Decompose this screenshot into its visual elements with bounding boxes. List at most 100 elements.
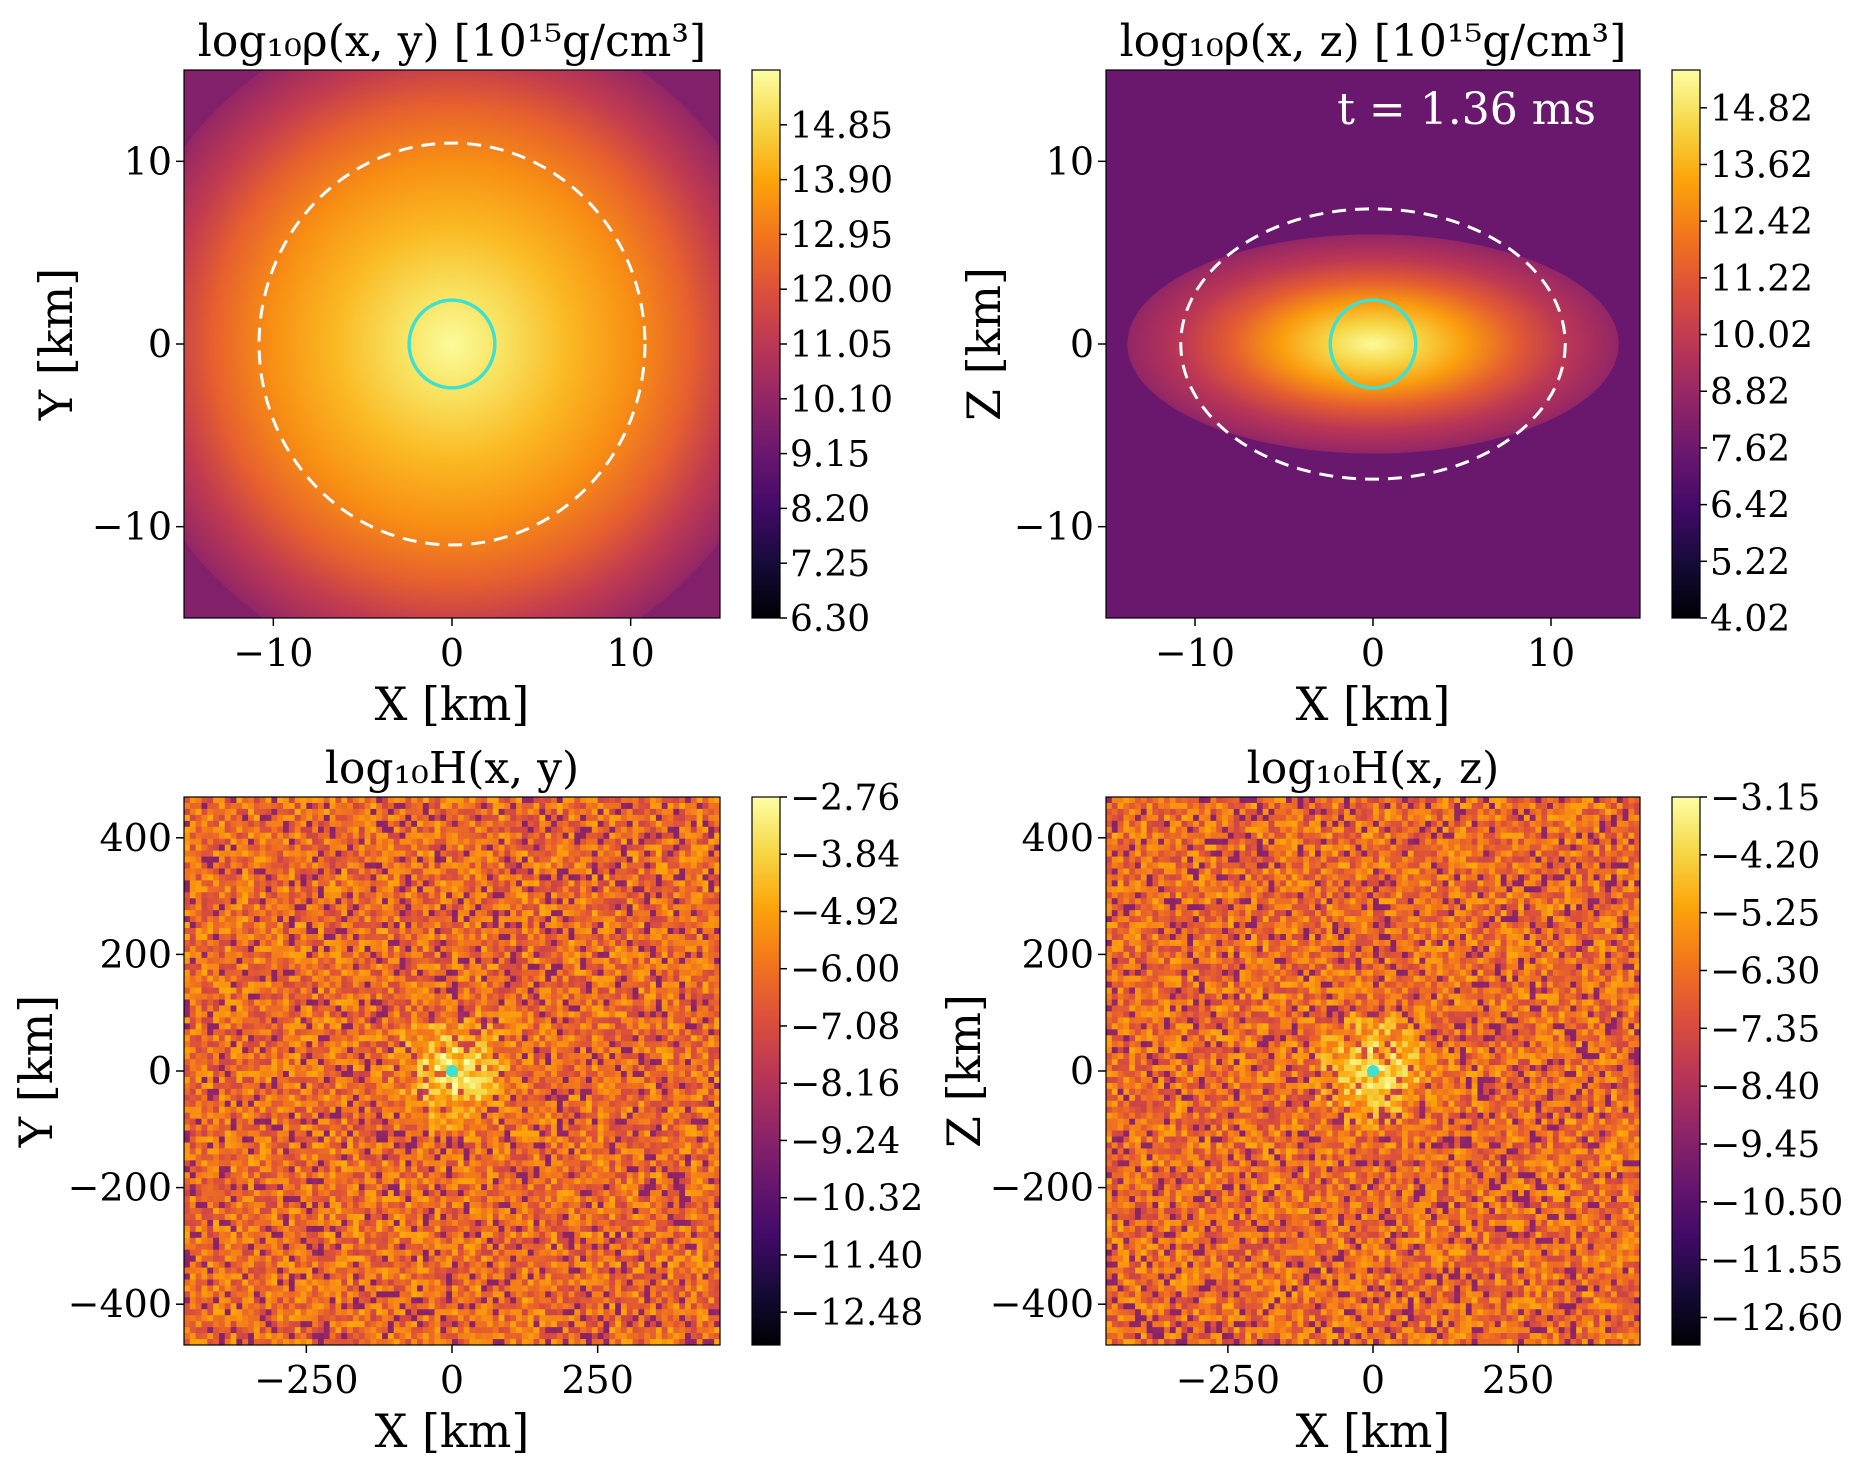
colorbar-tick-label: 13.90 — [790, 161, 893, 202]
y-tick-label: 0 — [1070, 322, 1094, 366]
y-tick-label: −200 — [68, 1166, 172, 1210]
chart-panel-1: log₁₀ρ(x, y) [10¹⁵g/cm³] −10 0 10 −10 0 10 X [k… — [29, 16, 893, 731]
y-axis-label: Z [km] — [957, 267, 1011, 421]
colorbar-tick-label: −3.15 — [1710, 778, 1820, 819]
colorbar-tick-label: −6.30 — [1710, 951, 1820, 992]
colorbar-tick-label: 12.42 — [1710, 202, 1813, 243]
colorbar-tick-label: 7.62 — [1710, 429, 1790, 470]
colorbar-tick-label: −6.00 — [790, 950, 900, 991]
colorbar-tick-label: −9.45 — [1710, 1125, 1820, 1166]
colorbar — [751, 796, 781, 1346]
colorbar-tick-label: 4.02 — [1710, 599, 1790, 640]
chart-title: log₁₀ρ(x, z) [10¹⁵g/cm³] — [1120, 16, 1627, 67]
colorbar-tick-label: 6.30 — [790, 599, 870, 640]
core-circle-overlay — [407, 298, 497, 390]
colorbar — [1671, 796, 1701, 1346]
y-tick-label: −10 — [1014, 505, 1094, 549]
colorbar-tick-label: 10.02 — [1710, 316, 1813, 357]
colorbar-tick-label: 14.82 — [1710, 89, 1813, 130]
y-tick-label: −10 — [92, 505, 172, 549]
y-axis-label: Z [km] — [937, 994, 991, 1148]
colorbar-tick-label: 10.10 — [790, 380, 893, 421]
colorbar-tick-label: −3.84 — [790, 835, 900, 876]
colorbar-tick-label: −2.76 — [790, 778, 900, 819]
boundary-ellipse-overlay — [1179, 207, 1567, 481]
x-tick-label: 10 — [1527, 631, 1575, 675]
x-tick-label: −10 — [1155, 631, 1235, 675]
colorbar — [751, 69, 781, 619]
colorbar-tick-label: 6.42 — [1710, 486, 1790, 527]
x-tick-label: 0 — [1361, 631, 1385, 675]
y-tick-label: 200 — [99, 932, 172, 976]
colorbar — [1671, 69, 1701, 619]
colorbar-tick-label: −5.25 — [1710, 894, 1820, 935]
y-tick-label: 10 — [124, 139, 172, 183]
colorbar-tick-label: 7.25 — [790, 544, 870, 585]
y-tick-label: −200 — [990, 1166, 1094, 1210]
colorbar-tick-label: 8.20 — [790, 489, 870, 530]
x-tick-label: 0 — [440, 631, 464, 675]
colorbar-tick-label: −11.55 — [1710, 1241, 1843, 1282]
x-axis-label: X [km] — [375, 677, 530, 731]
heatmap-field — [1106, 70, 1640, 618]
chart-panel-4: log₁₀H(x, z) −250 0 250 −400 −200 0 200 400 X [km… — [937, 743, 1843, 1458]
y-tick-label: 200 — [1021, 932, 1094, 976]
colorbar-tick-label: 12.00 — [790, 270, 893, 311]
core-circle-overlay — [1328, 298, 1418, 390]
heatmap-field — [184, 70, 720, 618]
y-tick-label: 0 — [1070, 1049, 1094, 1093]
chart-title: log₁₀H(x, z) — [1247, 743, 1500, 794]
x-axis-label: X [km] — [375, 1404, 530, 1458]
x-axis-label: X [km] — [1296, 677, 1451, 731]
x-tick-label: −250 — [254, 1358, 358, 1402]
colorbar-tick-label: 14.85 — [790, 106, 893, 147]
colorbar-tick-label: −10.32 — [790, 1179, 923, 1220]
chart-panel-3: log₁₀H(x, y) −250 0 250 −400 −200 0 200 400 X [km… — [9, 743, 923, 1458]
x-axis-label: X [km] — [1296, 1404, 1451, 1458]
chart-title: log₁₀ρ(x, y) [10¹⁵g/cm³] — [198, 16, 706, 67]
colorbar-tick-label: −12.48 — [790, 1293, 923, 1334]
boundary-ellipse-overlay — [257, 141, 647, 547]
colorbar-tick-label: −7.35 — [1710, 1009, 1820, 1050]
x-tick-label: −10 — [233, 631, 313, 675]
chart-title: log₁₀H(x, y) — [325, 743, 579, 794]
colorbar-tick-label: 12.95 — [790, 215, 893, 256]
colorbar-tick-label: −12.60 — [1710, 1298, 1843, 1339]
colorbar-tick-label: 8.82 — [1710, 372, 1790, 413]
time-annotation: t = 1.36 ms — [1337, 84, 1596, 135]
colorbar-tick-label: −4.20 — [1710, 836, 1820, 877]
colorbar-tick-label: 11.05 — [790, 325, 893, 366]
colorbar-tick-label: −11.40 — [790, 1236, 923, 1277]
center-dot-overlay — [1367, 1065, 1379, 1077]
center-dot-overlay — [446, 1065, 458, 1077]
y-tick-label: 400 — [99, 816, 172, 860]
y-tick-label: 0 — [148, 322, 172, 366]
x-tick-label: 250 — [1482, 1358, 1555, 1402]
x-tick-label: 0 — [1361, 1358, 1385, 1402]
chart-panel-2: log₁₀ρ(x, z) [10¹⁵g/cm³] t = 1.36 ms −10 0 1… — [957, 16, 1813, 731]
x-tick-label: 10 — [606, 631, 654, 675]
y-tick-label: 0 — [148, 1049, 172, 1093]
colorbar-tick-label: 13.62 — [1710, 145, 1813, 186]
colorbar-tick-label: −8.16 — [790, 1064, 900, 1105]
x-tick-label: 0 — [440, 1358, 464, 1402]
colorbar-tick-label: −4.92 — [790, 892, 900, 933]
y-tick-label: 10 — [1046, 139, 1094, 183]
colorbar-tick-label: −9.24 — [790, 1121, 900, 1162]
y-axis-label: Y [km] — [29, 268, 83, 421]
colorbar-tick-label: −7.08 — [790, 1007, 900, 1048]
heatmap-field — [1106, 797, 1640, 1345]
colorbar-tick-label: 5.22 — [1710, 542, 1790, 583]
heatmap-field — [184, 797, 720, 1345]
colorbar-tick-label: 9.15 — [790, 435, 870, 476]
y-tick-label: −400 — [990, 1282, 1094, 1326]
colorbar-tick-label: −10.50 — [1710, 1183, 1843, 1224]
y-axis-label: Y [km] — [9, 995, 63, 1148]
colorbar-tick-label: −8.40 — [1710, 1067, 1820, 1108]
x-tick-label: −250 — [1176, 1358, 1280, 1402]
x-tick-label: 250 — [561, 1358, 634, 1402]
y-tick-label: −400 — [68, 1282, 172, 1326]
y-tick-label: 400 — [1021, 816, 1094, 860]
colorbar-tick-label: 11.22 — [1710, 259, 1813, 300]
